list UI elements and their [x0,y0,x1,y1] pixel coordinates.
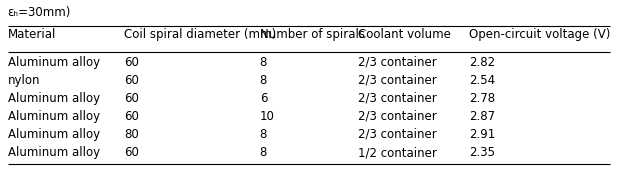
Text: εₕ=30mm): εₕ=30mm) [8,6,71,19]
Text: 2/3 container: 2/3 container [358,92,436,105]
Text: Aluminum alloy: Aluminum alloy [8,128,100,141]
Text: 2.82: 2.82 [468,56,495,69]
Text: 2.91: 2.91 [468,128,495,141]
Text: 2.35: 2.35 [468,146,495,159]
Text: 8: 8 [260,56,267,69]
Text: 2.78: 2.78 [468,92,495,105]
Text: 2/3 container: 2/3 container [358,110,436,123]
Text: 10: 10 [260,110,275,123]
Text: Number of spirals: Number of spirals [260,28,365,41]
Text: Coil spiral diameter (mm): Coil spiral diameter (mm) [124,28,276,41]
Text: Material: Material [8,28,56,41]
Text: 2/3 container: 2/3 container [358,56,436,69]
Text: 60: 60 [124,56,140,69]
Text: Aluminum alloy: Aluminum alloy [8,146,100,159]
Text: 1/2 container: 1/2 container [358,146,437,159]
Text: 2/3 container: 2/3 container [358,128,436,141]
Text: Open-circuit voltage (V): Open-circuit voltage (V) [468,28,610,41]
Text: Aluminum alloy: Aluminum alloy [8,110,100,123]
Text: 60: 60 [124,110,140,123]
Text: 2.87: 2.87 [468,110,495,123]
Text: 6: 6 [260,92,267,105]
Text: 8: 8 [260,74,267,87]
Text: 60: 60 [124,92,140,105]
Text: 60: 60 [124,146,140,159]
Text: 2.54: 2.54 [468,74,495,87]
Text: 2/3 container: 2/3 container [358,74,436,87]
Text: Aluminum alloy: Aluminum alloy [8,92,100,105]
Text: 80: 80 [124,128,139,141]
Text: 60: 60 [124,74,140,87]
Text: Coolant volume: Coolant volume [358,28,451,41]
Text: 8: 8 [260,128,267,141]
Text: nylon: nylon [8,74,40,87]
Text: Aluminum alloy: Aluminum alloy [8,56,100,69]
Text: 8: 8 [260,146,267,159]
